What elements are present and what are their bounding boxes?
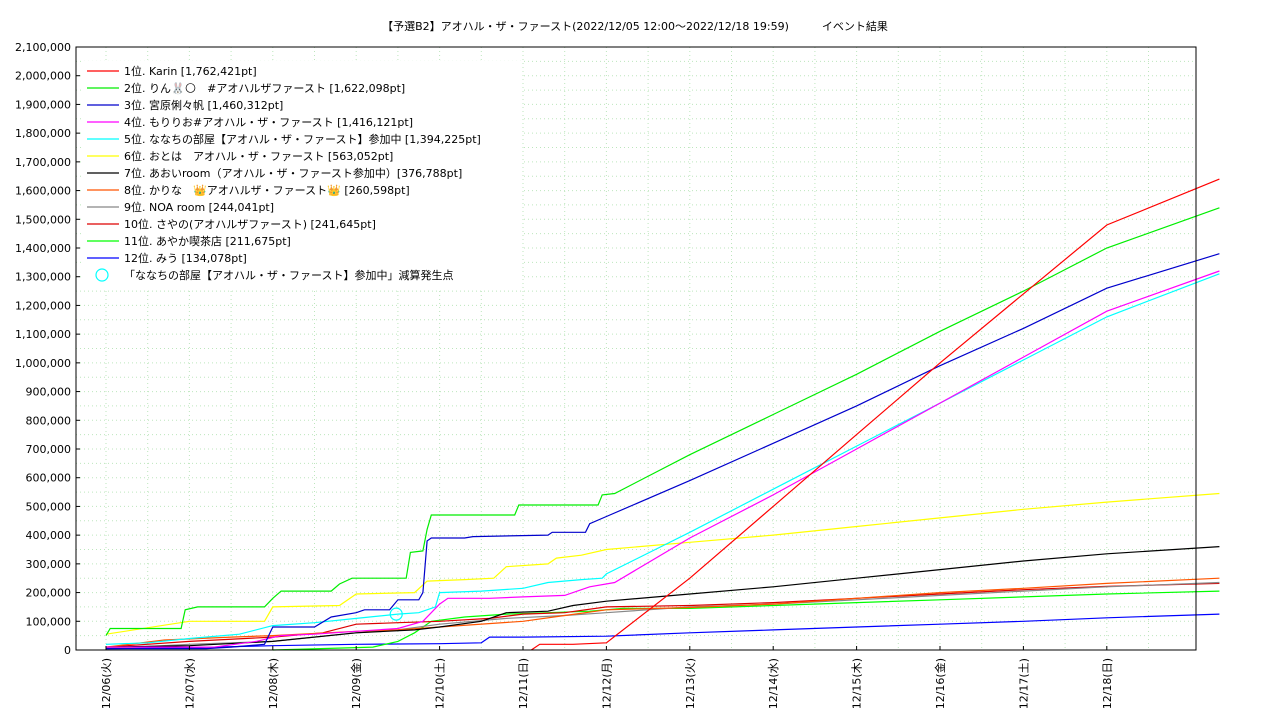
series-line — [105, 273, 1220, 645]
legend-marker-label: 「ななちの部屋【アオハル・ザ・ファースト】参加中」減算発生点 — [124, 268, 453, 282]
y-tick-label: 600,000 — [26, 472, 72, 485]
y-tick-label: 1,800,000 — [15, 127, 71, 140]
x-tick-label: 12/11(日) — [517, 658, 530, 709]
legend-label: 4位. もりりお#アオハル・ザ・ファースト [1,416,121pt] — [124, 115, 413, 129]
legend-label: 1位. Karin [1,762,421pt] — [124, 64, 257, 78]
legend-label: 8位. かりな 👑アオハルザ・ファースト👑 [260,598pt] — [124, 183, 410, 197]
x-tick-label: 12/09(金) — [349, 658, 363, 709]
x-tick-label: 12/08(木) — [267, 658, 280, 709]
legend-label: 9位. NOA room [244,041pt] — [124, 200, 274, 214]
y-tick-label: 1,300,000 — [15, 271, 71, 284]
y-tick-label: 700,000 — [26, 443, 72, 456]
y-tick-label: 0 — [64, 644, 71, 657]
series-line — [106, 270, 1220, 648]
y-tick-label: 1,200,000 — [15, 299, 71, 312]
chart-title: 【予選B2】アオハル・ザ・ファースト(2022/12/05 12:00〜2022… — [382, 19, 888, 33]
x-tick-label: 12/16(金) — [933, 658, 947, 709]
series-line — [105, 577, 1220, 648]
legend-background — [82, 61, 522, 289]
y-tick-label: 200,000 — [26, 587, 72, 600]
series-lines — [105, 178, 1220, 651]
legend-label: 3位. 宮原俐々帆 [1,460,312pt] — [124, 98, 283, 112]
y-tick-label: 1,900,000 — [15, 98, 71, 111]
y-tick-label: 1,000,000 — [15, 357, 71, 370]
y-tick-label: 1,100,000 — [15, 328, 71, 341]
y-tick-label: 800,000 — [26, 414, 72, 427]
series-line — [105, 546, 1220, 648]
legend-marker-swatch — [95, 268, 109, 282]
series-line — [105, 207, 1220, 636]
y-tick-label: 2,100,000 — [15, 41, 71, 54]
x-tick-label: 12/18(日) — [1101, 658, 1114, 709]
y-tick-label: 1,600,000 — [15, 185, 71, 198]
plot-frame — [75, 46, 1197, 651]
x-tick-label: 12/13(火) — [684, 658, 697, 709]
subtraction-marker — [389, 607, 403, 621]
legend-label: 6位. おとは アオハル・ザ・ファースト [563,052pt] — [124, 149, 393, 163]
series-line — [106, 253, 1220, 650]
series-line — [105, 492, 1220, 635]
y-tick-label: 900,000 — [26, 386, 72, 399]
legend: 1位. Karin [1,762,421pt] 2位. りん🐰🌕 #アオハルザファ… — [82, 61, 522, 289]
legend-label: 11位. あやか喫茶店 [211,675pt] — [124, 234, 291, 248]
series-line — [105, 613, 1220, 650]
x-tick-label: 12/10(土) — [434, 658, 447, 709]
series-line — [530, 178, 1220, 651]
legend-label: 10位. さやの(アオハルザファースト) [241,645pt] — [124, 217, 376, 231]
y-tick-label: 1,500,000 — [15, 213, 71, 226]
legend-label: 5位. ななちの部屋【アオハル・ザ・ファースト】参加中 [1,394,225pt… — [124, 132, 481, 146]
y-tick-label: 300,000 — [26, 558, 72, 571]
y-tick-label: 400,000 — [26, 529, 72, 542]
x-tick-label: 12/12(月) — [600, 658, 613, 709]
x-tick-label: 12/14(水) — [767, 658, 780, 709]
y-tick-label: 1,400,000 — [15, 242, 71, 255]
legend-label: 7位. あおいroom（アオハル・ザ・ファースト参加中）[376,788pt] — [124, 166, 462, 180]
marker-points — [389, 607, 403, 621]
x-tick-label: 12/15(木) — [851, 658, 864, 709]
series-line — [272, 590, 1220, 651]
x-tick-label: 12/17(土) — [1017, 658, 1030, 709]
legend-label: 12位. みう [134,078pt] — [124, 251, 247, 265]
x-tick-label: 12/06(火) — [100, 658, 113, 709]
y-axis: 0 100,000 200,000 300,000 400,000 500,000 600,… — [15, 41, 80, 657]
x-tick-label: 12/07(水) — [183, 658, 196, 709]
y-tick-label: 100,000 — [26, 615, 72, 628]
x-axis: 12/06(火) 12/07(水) 12/08(木) 12/09(金) 12/10(土)… — [100, 646, 1114, 709]
y-tick-label: 1,700,000 — [15, 156, 71, 169]
y-tick-label: 500,000 — [26, 500, 72, 513]
legend-label: 2位. りん🐰🌕 #アオハルザファースト [1,622,098pt] — [124, 81, 405, 95]
y-tick-label: 2,000,000 — [15, 70, 71, 83]
